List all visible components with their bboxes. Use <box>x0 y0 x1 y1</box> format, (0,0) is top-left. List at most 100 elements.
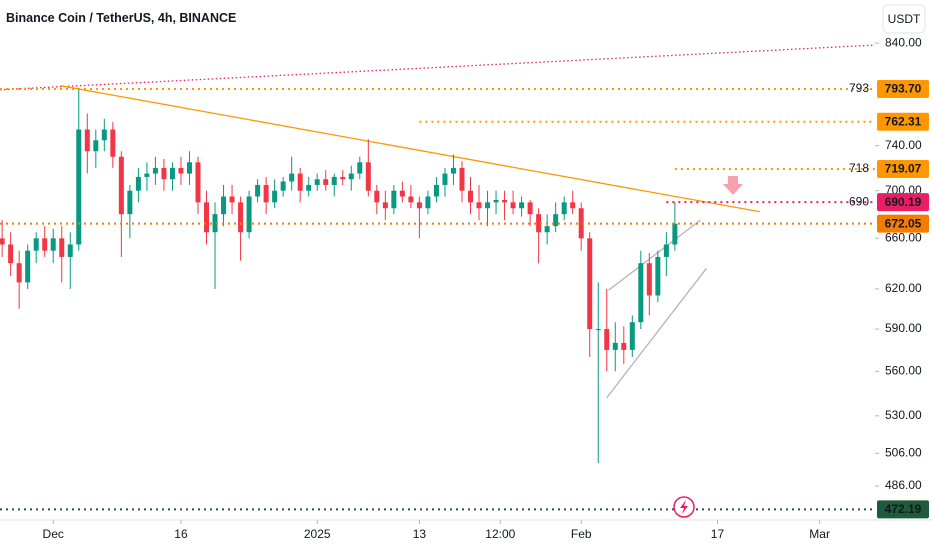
x-tick-label: 13 <box>413 527 427 541</box>
candle-body <box>382 202 388 209</box>
candle-body <box>161 167 167 180</box>
candle-body <box>195 162 201 203</box>
y-tick-label: 506.00 <box>885 446 922 460</box>
candle-body <box>67 244 73 257</box>
candle-body <box>604 329 610 350</box>
candle-body <box>510 202 516 209</box>
candle-body <box>101 129 107 141</box>
currency-label: USDT <box>888 12 921 26</box>
candle-body <box>314 179 320 185</box>
price-tag-label: 762.31 <box>885 114 922 128</box>
candle-body <box>272 190 278 203</box>
candle-body <box>433 184 439 197</box>
x-tick-label: 12:00 <box>485 527 515 541</box>
candle-body <box>229 196 235 203</box>
chart-title: Binance Coin / TetherUS, 4h, BINANCE <box>6 11 236 25</box>
candle-body <box>476 202 482 209</box>
candle-body <box>450 167 456 174</box>
candle-body <box>84 129 90 152</box>
candle-body <box>502 200 508 203</box>
price-tag-label: 793.70 <box>885 82 922 96</box>
candle-body <box>8 244 14 264</box>
candle-body <box>365 162 371 191</box>
y-tick-label: 660.00 <box>885 230 922 244</box>
candle-body <box>357 162 363 174</box>
candle-body <box>76 129 82 245</box>
candle-body <box>144 173 150 177</box>
candle-body <box>50 238 56 251</box>
candle-body <box>16 263 22 283</box>
trendline <box>606 267 707 399</box>
y-tick-label: 486.00 <box>885 478 922 492</box>
candle-body <box>348 173 354 180</box>
x-tick-label: Dec <box>43 527 64 541</box>
candle-body <box>204 202 210 233</box>
candle-body <box>25 250 31 283</box>
x-tick-label: Feb <box>571 527 592 541</box>
candle-body <box>340 176 346 180</box>
candle-body <box>118 156 124 215</box>
candle-body <box>391 190 397 209</box>
candle-body <box>485 202 491 209</box>
y-tick-label: 560.00 <box>885 363 922 377</box>
candle-body <box>629 322 635 350</box>
candle-body <box>399 190 405 197</box>
candle-body <box>561 202 567 215</box>
x-tick-label: 17 <box>711 527 725 541</box>
candle-body <box>442 173 448 185</box>
price-tag <box>877 112 929 131</box>
candle-body <box>186 162 192 174</box>
candle-body <box>306 184 312 191</box>
y-tick-label: 840.00 <box>885 35 922 49</box>
candle-body <box>127 190 133 215</box>
candle-body <box>519 202 525 209</box>
candle-body <box>672 223 678 245</box>
price-tag-label: 472.19 <box>885 502 922 516</box>
price-tag <box>877 80 929 99</box>
candle-body <box>289 173 295 182</box>
candle-body <box>42 238 48 251</box>
candle-body <box>212 214 218 233</box>
candle-body <box>638 263 644 323</box>
candle-body <box>0 238 5 245</box>
candle-body <box>527 202 533 215</box>
currency-button[interactable] <box>882 4 926 34</box>
candle-body <box>459 167 465 191</box>
candle-body <box>408 196 414 203</box>
candle-body <box>263 184 269 203</box>
y-tick-label: 740.00 <box>885 138 922 152</box>
lightning-icon <box>680 500 688 514</box>
price-tag <box>877 500 929 519</box>
x-tick-label: Mar <box>809 527 830 541</box>
candle-body <box>595 329 601 331</box>
down-arrow-marker <box>723 176 743 195</box>
candle-body <box>110 129 116 157</box>
candle-body <box>570 202 576 209</box>
candle-body <box>578 208 584 239</box>
candle-body <box>169 167 175 180</box>
candle-body <box>280 181 286 191</box>
candle-body <box>467 190 473 203</box>
plot-area: 793 718 690 <box>0 44 876 511</box>
candle-body <box>59 238 65 257</box>
candle-body <box>221 196 227 215</box>
level-note: 690 <box>849 194 869 208</box>
trendline <box>60 85 761 213</box>
candle-body <box>374 190 380 203</box>
candle-body <box>135 176 141 191</box>
candle-body <box>33 238 39 251</box>
candle-body <box>297 173 303 191</box>
price-tag-label: 672.05 <box>885 216 922 230</box>
y-tick-label: 620.00 <box>885 281 922 295</box>
candle-body <box>544 226 550 233</box>
candle-body <box>646 263 652 296</box>
candle-body <box>178 167 184 174</box>
candle-body <box>663 244 669 257</box>
level-note: 718 <box>849 161 869 175</box>
x-tick-label: 16 <box>174 527 188 541</box>
candle-body <box>416 202 422 209</box>
candle-body <box>553 214 559 227</box>
